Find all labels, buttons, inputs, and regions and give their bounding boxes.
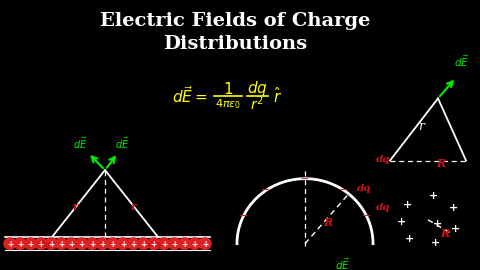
Text: $d\vec{E}$: $d\vec{E}$	[454, 53, 469, 69]
Text: +: +	[48, 240, 54, 249]
Text: $\hat{r}$: $\hat{r}$	[274, 86, 283, 106]
Circle shape	[45, 238, 57, 249]
Text: +: +	[428, 191, 438, 201]
Text: +: +	[171, 240, 177, 249]
Circle shape	[137, 238, 149, 249]
Circle shape	[148, 238, 160, 249]
Circle shape	[127, 238, 139, 249]
Text: +: +	[7, 240, 13, 249]
Circle shape	[66, 238, 78, 249]
Text: r: r	[418, 120, 424, 133]
Text: −: −	[339, 185, 348, 195]
Circle shape	[107, 238, 119, 249]
Text: dq: dq	[376, 203, 391, 212]
Text: Electric Fields of Charge: Electric Fields of Charge	[100, 12, 370, 30]
Text: +: +	[37, 240, 44, 249]
Text: $4\pi\varepsilon_0$: $4\pi\varepsilon_0$	[215, 97, 241, 111]
Text: +: +	[140, 240, 146, 249]
Text: +: +	[130, 240, 136, 249]
Circle shape	[24, 238, 36, 249]
Text: −: −	[362, 211, 372, 221]
Text: +: +	[397, 217, 407, 227]
Text: +: +	[433, 219, 443, 229]
Text: dq: dq	[357, 184, 372, 193]
Text: $d\vec{E}$: $d\vec{E}$	[335, 257, 350, 270]
Circle shape	[96, 238, 108, 249]
Text: −: −	[300, 174, 310, 184]
Text: Distributions: Distributions	[163, 35, 307, 53]
Text: +: +	[99, 240, 106, 249]
Text: +: +	[181, 240, 188, 249]
Circle shape	[14, 238, 26, 249]
Text: +: +	[17, 240, 24, 249]
Circle shape	[189, 238, 201, 249]
Text: R: R	[436, 158, 445, 169]
Text: +: +	[79, 240, 85, 249]
Text: +: +	[403, 200, 413, 210]
Text: dq: dq	[38, 239, 52, 248]
Circle shape	[76, 238, 88, 249]
Circle shape	[179, 238, 191, 249]
Text: $d\vec{E}=$: $d\vec{E}=$	[172, 85, 208, 106]
Text: −: −	[261, 185, 271, 195]
Text: +: +	[202, 240, 208, 249]
Circle shape	[199, 238, 211, 249]
Text: +: +	[120, 240, 126, 249]
Text: $1$: $1$	[223, 81, 233, 97]
Text: +: +	[151, 240, 157, 249]
Circle shape	[55, 238, 67, 249]
Text: +: +	[432, 238, 441, 248]
Text: +: +	[451, 224, 461, 234]
Text: $d\vec{E}$: $d\vec{E}$	[73, 136, 87, 151]
Circle shape	[4, 238, 16, 249]
Text: $dq$: $dq$	[247, 79, 267, 98]
Text: −: −	[239, 211, 248, 221]
Text: +: +	[69, 240, 75, 249]
Text: +: +	[192, 240, 198, 249]
Text: +: +	[109, 240, 116, 249]
Text: +: +	[27, 240, 34, 249]
Circle shape	[86, 238, 98, 249]
Text: +: +	[58, 240, 64, 249]
Text: dq: dq	[148, 239, 162, 248]
Text: +: +	[448, 203, 457, 213]
Text: +: +	[406, 234, 415, 244]
Text: dq: dq	[376, 156, 391, 164]
Text: r: r	[72, 201, 78, 212]
Circle shape	[117, 238, 129, 249]
Text: r: r	[130, 201, 136, 212]
Text: R: R	[440, 228, 449, 239]
Circle shape	[168, 238, 180, 249]
Text: R: R	[323, 217, 332, 228]
Text: +: +	[161, 240, 167, 249]
Text: $d\vec{E}$: $d\vec{E}$	[115, 136, 129, 151]
Text: +: +	[89, 240, 95, 249]
Circle shape	[35, 238, 47, 249]
Text: $r^2$: $r^2$	[250, 95, 264, 113]
Circle shape	[158, 238, 170, 249]
